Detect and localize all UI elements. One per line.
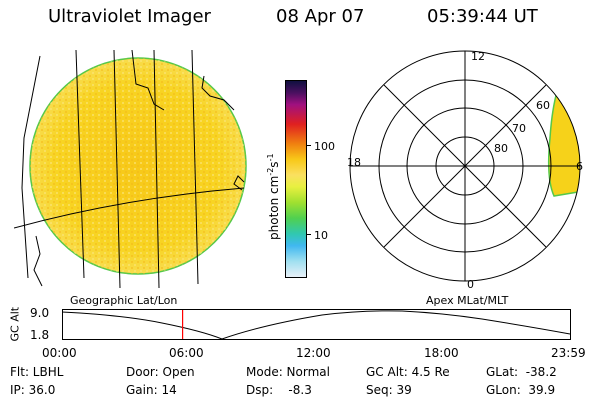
date-label: 08 Apr 07 bbox=[276, 6, 365, 27]
lat-label-60: 60 bbox=[536, 99, 550, 112]
geographic-image bbox=[14, 49, 247, 289]
timeline-ytick-9: 9.0 bbox=[30, 306, 50, 320]
timeline-ylabel: GC Alt bbox=[8, 306, 22, 342]
info-dsp: Dsp: -8.3 bbox=[246, 383, 312, 397]
info-gain: Gain: 14 bbox=[126, 383, 177, 397]
meridian-grid bbox=[14, 49, 245, 289]
mlt-label-0: 0 bbox=[467, 278, 474, 291]
info-seq: Seq: 39 bbox=[366, 383, 412, 397]
mlt-label-6: 6 bbox=[576, 160, 583, 173]
timeline-xtick-0600: 06:00 bbox=[169, 346, 204, 360]
right-panel-caption: Apex MLat/MLT bbox=[426, 294, 509, 307]
info-mode: Mode: Normal bbox=[246, 365, 330, 379]
info-filter: Flt: LBHL bbox=[10, 365, 64, 379]
info-glon: GLon: 39.9 bbox=[486, 383, 556, 397]
info-door: Door: Open bbox=[126, 365, 195, 379]
colorbar-tick-100: 100 bbox=[314, 140, 335, 153]
colorbar-unit-label: photon cm-2s-1 bbox=[266, 153, 281, 240]
mlt-label-18: 18 bbox=[347, 156, 361, 169]
lat-label-80: 80 bbox=[494, 142, 508, 155]
timeline-xtick-0000: 00:00 bbox=[42, 346, 77, 360]
time-label: 05:39:44 UT bbox=[427, 6, 538, 27]
info-ip: IP: 36.0 bbox=[10, 383, 56, 397]
mlt-label-12: 12 bbox=[471, 50, 485, 63]
info-gc-alt: GC Alt: 4.5 Re bbox=[366, 365, 450, 379]
info-glat: GLat: -38.2 bbox=[486, 365, 557, 379]
altitude-curve bbox=[62, 310, 571, 340]
polar-plot: 12 18 6 0 60 70 80 bbox=[347, 50, 583, 291]
colorbar bbox=[285, 80, 307, 278]
colorbar-tick bbox=[306, 145, 311, 146]
colorbar-tick-10: 10 bbox=[314, 229, 328, 242]
timeline-xtick-1200: 12:00 bbox=[296, 346, 331, 360]
colorbar-tick bbox=[306, 234, 311, 235]
app-title: Ultraviolet Imager bbox=[48, 6, 211, 27]
timeline-ytick-1-8: 1.8 bbox=[30, 328, 50, 342]
lat-label-70: 70 bbox=[512, 122, 526, 135]
left-panel-caption: Geographic Lat/Lon bbox=[70, 294, 178, 307]
timeline-xtick-1800: 18:00 bbox=[424, 346, 459, 360]
altitude-timeline bbox=[62, 309, 571, 340]
timeline-xtick-2359: 23:59 bbox=[551, 346, 586, 360]
